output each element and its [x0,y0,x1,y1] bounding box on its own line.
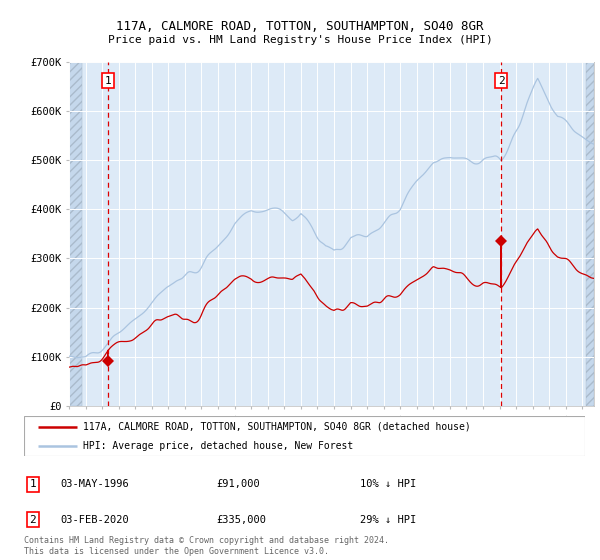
Text: 03-FEB-2020: 03-FEB-2020 [60,515,129,525]
Text: 1: 1 [29,479,37,489]
Bar [69,62,82,406]
Text: £335,000: £335,000 [216,515,266,525]
Text: HPI: Average price, detached house, New Forest: HPI: Average price, detached house, New … [83,441,353,450]
Text: 03-MAY-1996: 03-MAY-1996 [60,479,129,489]
Bar [69,62,80,406]
Text: 117A, CALMORE ROAD, TOTTON, SOUTHAMPTON, SO40 8GR: 117A, CALMORE ROAD, TOTTON, SOUTHAMPTON,… [116,20,484,34]
Text: Contains HM Land Registry data © Crown copyright and database right 2024.
This d: Contains HM Land Registry data © Crown c… [24,536,389,556]
Text: Price paid vs. HM Land Registry's House Price Index (HPI): Price paid vs. HM Land Registry's House … [107,35,493,45]
Text: 2: 2 [498,76,505,86]
Bar [69,62,80,406]
Text: 1: 1 [104,76,111,86]
Text: 10% ↓ HPI: 10% ↓ HPI [360,479,416,489]
Text: £91,000: £91,000 [216,479,260,489]
Text: 29% ↓ HPI: 29% ↓ HPI [360,515,416,525]
Text: 117A, CALMORE ROAD, TOTTON, SOUTHAMPTON, SO40 8GR (detached house): 117A, CALMORE ROAD, TOTTON, SOUTHAMPTON,… [83,422,470,432]
Bar [586,62,594,406]
Text: 2: 2 [29,515,37,525]
FancyBboxPatch shape [24,416,585,456]
